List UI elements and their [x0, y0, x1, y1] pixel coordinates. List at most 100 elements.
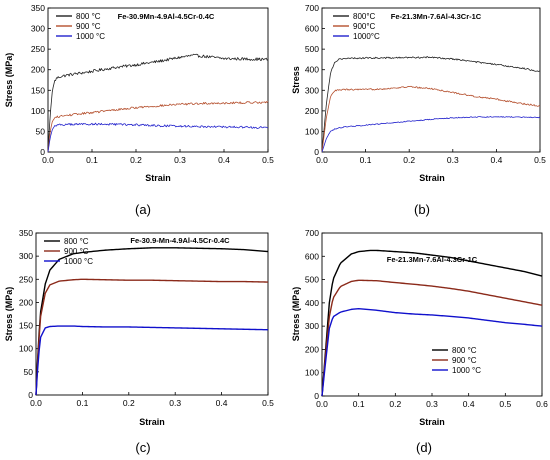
panel-caption: (d) — [416, 440, 432, 455]
x-tick-label: 0.1 — [76, 398, 88, 408]
panel-title: Fe-21.3Mn-7.6Al-4.3Cr-1C — [387, 255, 478, 264]
x-tick-label: 0.4 — [216, 398, 228, 408]
y-tick-label: 100 — [19, 344, 33, 354]
y-tick-label: 250 — [31, 44, 45, 54]
x-tick-label: 0.5 — [262, 398, 274, 408]
panel-caption: (c) — [135, 440, 150, 455]
series-line-1 — [35, 247, 269, 396]
y-tick-label: 500 — [305, 275, 319, 285]
y-axis-title: Stress (MPa) — [4, 287, 14, 342]
y-tick-label: 300 — [305, 321, 319, 331]
y-axis-title: Stress (MPa) — [4, 53, 14, 108]
y-tick-label: 50 — [36, 126, 46, 136]
panel-title: Fe-30.9Mn-4.9Al-4.5Cr-0.4C — [118, 12, 215, 21]
legend-label: 1000 °C — [452, 366, 481, 375]
x-tick-label: 0.1 — [360, 155, 372, 165]
panel-caption: (a) — [135, 202, 151, 217]
y-tick-label: 100 — [31, 106, 45, 116]
y-tick-label: 0 — [314, 147, 319, 157]
legend-label: 800 °C — [64, 237, 89, 246]
plot-frame — [47, 7, 269, 153]
y-tick-label: 700 — [305, 3, 319, 13]
x-tick-label: 0.2 — [123, 398, 135, 408]
series-line-2 — [321, 279, 543, 397]
plot-frame — [35, 232, 269, 396]
legend-label: 900°C — [353, 22, 376, 31]
legend-label: 1000 °C — [76, 32, 105, 41]
y-tick-label: 300 — [305, 85, 319, 95]
x-axis-title: Strain — [139, 417, 165, 427]
chart-panel-2: 0.0 0.1 0.2 0.3 0.4 0.5 0 100 200 300 400 500 600 700… — [291, 3, 546, 217]
y-tick-label: 0 — [28, 390, 33, 400]
legend-label: 800 °C — [76, 12, 101, 21]
legend-label: 1000°C — [353, 32, 380, 41]
x-tick-label: 0.2 — [403, 155, 415, 165]
x-tick-label: 0.1 — [86, 155, 98, 165]
y-tick-label: 600 — [305, 251, 319, 261]
series-line-3 — [47, 122, 269, 153]
y-tick-label: 150 — [19, 321, 33, 331]
chart-panel-3: 0.0 0.1 0.2 0.3 0.4 0.5 0 50 100 150 200 250 300 350 S… — [4, 228, 274, 455]
x-tick-label: 0.0 — [316, 399, 328, 409]
y-tick-label: 200 — [305, 344, 319, 354]
y-tick-label: 150 — [31, 85, 45, 95]
y-tick-label: 700 — [305, 228, 319, 238]
x-axis-title: Strain — [419, 417, 445, 427]
y-tick-label: 100 — [305, 126, 319, 136]
legend-label: 800 °C — [452, 346, 477, 355]
x-tick-label: 0.6 — [536, 399, 548, 409]
legend-label: 900 °C — [76, 22, 101, 31]
series-line-3 — [35, 325, 269, 396]
series-line-3 — [321, 116, 541, 153]
series-line-2 — [47, 101, 269, 153]
x-tick-label: 0.3 — [447, 155, 459, 165]
x-tick-label: 0.3 — [174, 155, 186, 165]
y-tick-label: 200 — [31, 65, 45, 75]
x-axis-title: Strain — [419, 173, 445, 183]
y-tick-label: 350 — [31, 3, 45, 13]
chart-panel-4: 0.0 0.1 0.2 0.3 0.4 0.5 0.6 0 100 200 300 400 500 600… — [291, 228, 548, 455]
legend-label: 900 °C — [452, 356, 477, 365]
y-tick-label: 0 — [314, 391, 319, 401]
x-tick-label: 0.2 — [389, 399, 401, 409]
y-tick-label: 350 — [19, 228, 33, 238]
y-tick-label: 200 — [19, 297, 33, 307]
x-tick-label: 0.3 — [169, 398, 181, 408]
y-tick-label: 200 — [305, 106, 319, 116]
series-line-1 — [321, 249, 543, 397]
y-tick-label: 400 — [305, 65, 319, 75]
chart-panel-1: 0.0 0.1 0.2 0.3 0.4 0.5 0 50 100 150 200 250 300 350 S… — [4, 3, 274, 217]
series-line-1 — [47, 53, 269, 153]
y-tick-label: 600 — [305, 24, 319, 34]
x-tick-label: 0.4 — [490, 155, 502, 165]
x-tick-label: 0.5 — [534, 155, 546, 165]
x-tick-label: 0.0 — [30, 398, 42, 408]
y-tick-label: 400 — [305, 298, 319, 308]
x-tick-label: 0.0 — [42, 155, 54, 165]
plot-frame — [321, 7, 541, 153]
legend-label: 1000 °C — [64, 257, 93, 266]
x-tick-label: 0.3 — [426, 399, 438, 409]
x-tick-label: 0.4 — [463, 399, 475, 409]
y-tick-label: 100 — [305, 368, 319, 378]
x-tick-label: 0.5 — [499, 399, 511, 409]
x-tick-label: 0.1 — [353, 399, 365, 409]
y-tick-label: 300 — [31, 24, 45, 34]
panel-title: Fe-21.3Mn-7.6Al-4.3Cr-1C — [391, 12, 482, 21]
x-tick-label: 0.5 — [262, 155, 274, 165]
y-axis-title: Stress (MPa) — [291, 287, 301, 342]
y-tick-label: 300 — [19, 251, 33, 261]
legend-label: 800°C — [353, 12, 376, 21]
y-tick-label: 50 — [24, 367, 34, 377]
series-line-2 — [35, 278, 269, 396]
series-line-1 — [321, 56, 541, 153]
y-tick-label: 500 — [305, 44, 319, 54]
x-tick-label: 0.2 — [130, 155, 142, 165]
panel-caption: (b) — [414, 202, 430, 217]
x-tick-label: 0.4 — [218, 155, 230, 165]
y-axis-title: Stress — [291, 66, 301, 94]
